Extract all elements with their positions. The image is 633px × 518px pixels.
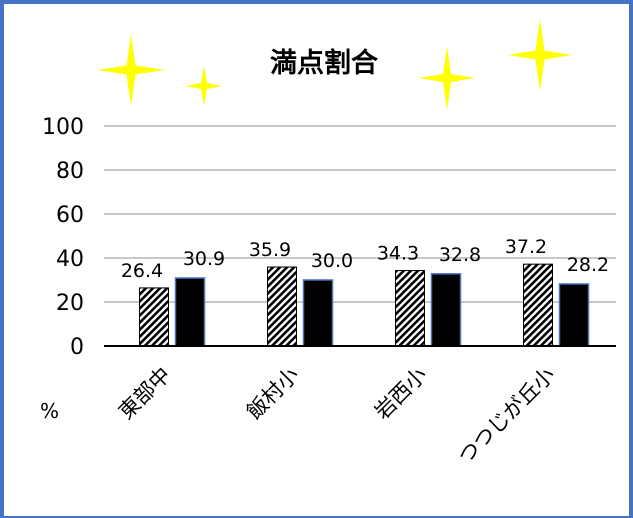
sparkle-decorations — [97, 19, 572, 110]
x-tick-label: つつじが丘小 — [453, 363, 559, 469]
y-tick-label: 60 — [56, 203, 84, 228]
bars — [139, 263, 590, 347]
bar-series-1 — [523, 263, 553, 347]
data-label: 35.9 — [249, 239, 291, 261]
x-axis-category-labels: 東部中 飯村小 岩西小 つつじが丘小 — [114, 363, 560, 469]
data-labels: 26.4 35.9 34.3 37.2 30.9 30.0 32.8 28.2 — [121, 236, 609, 282]
sparkle-icon — [186, 66, 222, 106]
x-tick-label: 飯村小 — [242, 363, 304, 425]
bar-series-2 — [558, 283, 590, 347]
y-tick-label: 0 — [70, 335, 84, 360]
y-tick-label: 80 — [56, 159, 84, 184]
y-tick-label: 100 — [42, 115, 84, 140]
data-label: 32.8 — [439, 244, 481, 266]
data-label: 30.9 — [183, 248, 225, 270]
x-tick-label: 岩西小 — [370, 363, 432, 425]
sparkle-icon — [97, 34, 165, 106]
data-label: 30.0 — [311, 250, 353, 272]
data-label: 26.4 — [121, 260, 163, 282]
y-tick-label: 40 — [56, 247, 84, 272]
bar-series-1 — [139, 287, 169, 347]
data-label: 37.2 — [505, 236, 547, 258]
bar-series-2 — [302, 279, 334, 347]
chart-title: 満点割合 — [270, 47, 378, 79]
bar-chart: 満点割合 0 20 40 60 80 100 26.4 35.9 34.3 37.2 30.9 30… — [40, 19, 616, 469]
bar-series-2 — [174, 277, 206, 347]
sparkle-icon — [419, 46, 475, 110]
data-label: 28.2 — [567, 254, 609, 276]
unit-label: % — [40, 399, 59, 423]
y-axis-ticks: 0 20 40 60 80 100 — [42, 115, 84, 360]
bar-series-1 — [267, 266, 297, 347]
bar-series-1 — [395, 270, 425, 347]
bar-series-2 — [430, 273, 462, 347]
y-tick-label: 20 — [56, 291, 84, 316]
data-label: 34.3 — [377, 243, 419, 265]
x-tick-label: 東部中 — [114, 363, 176, 425]
sparkle-icon — [508, 19, 572, 91]
